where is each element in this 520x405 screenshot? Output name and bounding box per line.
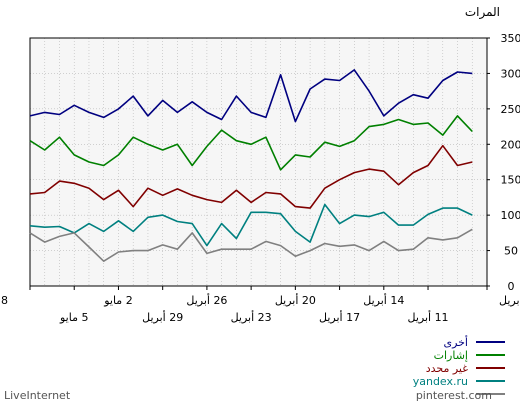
x-tick-label: 8 مايو (0, 294, 8, 307)
y-tick-label: 100 (501, 209, 520, 222)
series-line-1 (29, 115, 473, 171)
y-tick-label: 50 (504, 245, 518, 258)
plot-frame (29, 37, 488, 287)
x-tick-label: 20 أبريل (275, 293, 316, 307)
y-tick-label: 150 (501, 174, 520, 187)
y-tick-label: 300 (501, 67, 520, 80)
y-tick-label: 350 (501, 32, 520, 45)
x-tick-label: 11 أبريل (407, 310, 448, 324)
series-line-4 (29, 228, 473, 263)
x-tick-label: 14 أبريل (363, 293, 404, 307)
legend-label-2: غير محدد (426, 362, 469, 375)
y-tick-label: 200 (501, 138, 520, 151)
y-tick-label: 0 (508, 280, 515, 293)
x-tick-label: 29 أبريل (142, 310, 183, 324)
y-tick-label: 250 (501, 103, 520, 116)
x-tick-label: 17 أبريل (319, 310, 360, 324)
x-tick-label: 8 أبريل (499, 293, 520, 307)
x-tick-label: 26 أبريل (186, 293, 227, 307)
legend-label-1: إشارات (434, 349, 468, 362)
legend-label-3: yandex.ru (413, 375, 468, 388)
x-tick-label: 23 أبريل (231, 310, 272, 324)
series-line-0 (29, 69, 473, 123)
footer-domain: pinterest.com (415, 389, 492, 402)
legend-label-0: أخرى (443, 335, 468, 349)
plot-area (30, 38, 487, 286)
series-line-3 (29, 203, 473, 247)
footer-brand: LiveInternet (4, 389, 71, 402)
x-tick-label: 5 مايو (59, 311, 88, 324)
series-line-2 (29, 144, 473, 209)
y-axis-label: المرات (465, 5, 500, 20)
x-tick-label: 2 مايو (103, 294, 132, 307)
